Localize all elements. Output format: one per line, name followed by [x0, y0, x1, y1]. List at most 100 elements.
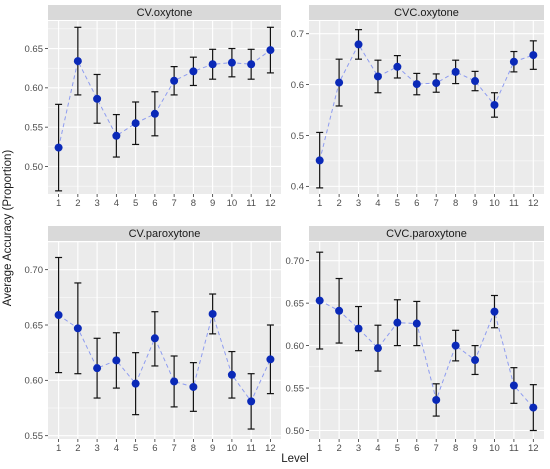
- data-point: [509, 57, 518, 66]
- x-tick-label: 6: [152, 443, 157, 454]
- x-axis-title: Level: [281, 453, 309, 465]
- facet-title: CVC.oxytone: [394, 7, 459, 19]
- y-tick-label: 0.55: [25, 431, 44, 442]
- x-tick-label: 8: [191, 198, 196, 209]
- x-tick-label: 12: [528, 198, 539, 209]
- y-tick-label: 0.55: [286, 383, 305, 394]
- data-point: [54, 143, 63, 152]
- data-point: [412, 80, 421, 89]
- data-point: [112, 131, 121, 140]
- data-point: [490, 307, 499, 316]
- data-point: [247, 397, 256, 406]
- data-point: [189, 382, 198, 391]
- x-tick-label: 1: [317, 198, 322, 209]
- data-point: [73, 57, 82, 66]
- data-point: [93, 94, 102, 103]
- y-tick-label: 0.55: [25, 122, 44, 133]
- y-tick-label: 0.50: [25, 162, 44, 173]
- data-point: [393, 318, 402, 327]
- x-tick-label: 6: [414, 443, 419, 454]
- data-point: [335, 306, 344, 315]
- x-tick-label: 11: [509, 443, 519, 454]
- y-tick-label: 0.60: [286, 341, 305, 352]
- x-tick-label: 10: [227, 198, 238, 209]
- facet-strip: [309, 5, 544, 20]
- x-tick-label: 10: [489, 198, 500, 209]
- x-tick-label: 10: [489, 443, 500, 454]
- x-tick-label: 5: [395, 198, 400, 209]
- x-tick-label: 9: [472, 198, 477, 209]
- y-tick-label: 0.7: [291, 29, 304, 40]
- x-tick-label: 2: [75, 198, 80, 209]
- data-point: [112, 356, 121, 365]
- x-tick-label: 1: [56, 443, 61, 454]
- x-tick-label: 7: [171, 443, 176, 454]
- x-tick-label: 4: [375, 443, 380, 454]
- x-tick-label: 11: [246, 198, 256, 209]
- data-point: [432, 395, 441, 404]
- data-point: [529, 51, 538, 60]
- facet-title: CV.paroxytone: [129, 228, 201, 240]
- data-point: [170, 76, 179, 85]
- data-point: [150, 334, 159, 343]
- x-tick-label: 1: [317, 443, 322, 454]
- data-point: [227, 58, 236, 67]
- x-tick-label: 8: [191, 443, 196, 454]
- data-point: [93, 364, 102, 373]
- data-point: [150, 109, 159, 118]
- data-point: [266, 355, 275, 364]
- x-tick-label: 9: [472, 443, 477, 454]
- data-point: [247, 60, 256, 69]
- panel-background: [48, 242, 281, 439]
- x-tick-label: 4: [114, 198, 119, 209]
- data-point: [189, 67, 198, 76]
- data-point: [373, 344, 382, 353]
- panel-background: [309, 21, 544, 194]
- x-tick-label: 2: [336, 198, 341, 209]
- x-tick-label: 5: [133, 443, 138, 454]
- data-point: [54, 311, 63, 320]
- data-point: [529, 403, 538, 412]
- facet-strip: [309, 226, 544, 241]
- data-point: [451, 67, 460, 76]
- x-tick-label: 11: [246, 443, 256, 454]
- x-tick-label: 4: [375, 198, 380, 209]
- x-tick-label: 3: [94, 198, 99, 209]
- x-tick-label: 12: [528, 443, 539, 454]
- x-tick-label: 4: [114, 443, 119, 454]
- x-tick-label: 12: [265, 443, 276, 454]
- y-tick-label: 0.70: [25, 265, 44, 276]
- x-tick-label: 8: [453, 198, 458, 209]
- data-point: [451, 341, 460, 350]
- x-tick-label: 7: [434, 443, 439, 454]
- y-tick-label: 0.6: [291, 80, 304, 91]
- y-tick-label: 0.4: [291, 182, 304, 193]
- y-tick-label: 0.65: [25, 44, 44, 55]
- y-tick-label: 0.60: [25, 83, 44, 94]
- data-point: [471, 356, 480, 365]
- x-tick-label: 3: [356, 443, 361, 454]
- data-point: [315, 296, 324, 305]
- data-point: [208, 60, 217, 69]
- x-tick-label: 2: [75, 443, 80, 454]
- x-tick-label: 9: [210, 198, 215, 209]
- x-tick-label: 7: [434, 198, 439, 209]
- x-tick-label: 5: [395, 443, 400, 454]
- panel-background: [309, 242, 544, 439]
- facet-title: CV.oxytone: [137, 7, 193, 19]
- x-tick-label: 5: [133, 198, 138, 209]
- data-point: [266, 46, 275, 55]
- series-line: [319, 43, 534, 161]
- data-point: [315, 156, 324, 165]
- x-tick-label: 1: [56, 198, 61, 209]
- x-tick-label: 2: [336, 443, 341, 454]
- x-tick-label: 11: [509, 198, 519, 209]
- data-point: [354, 40, 363, 49]
- data-point: [131, 119, 140, 128]
- x-tick-label: 3: [356, 198, 361, 209]
- y-tick-label: 0.65: [25, 320, 44, 331]
